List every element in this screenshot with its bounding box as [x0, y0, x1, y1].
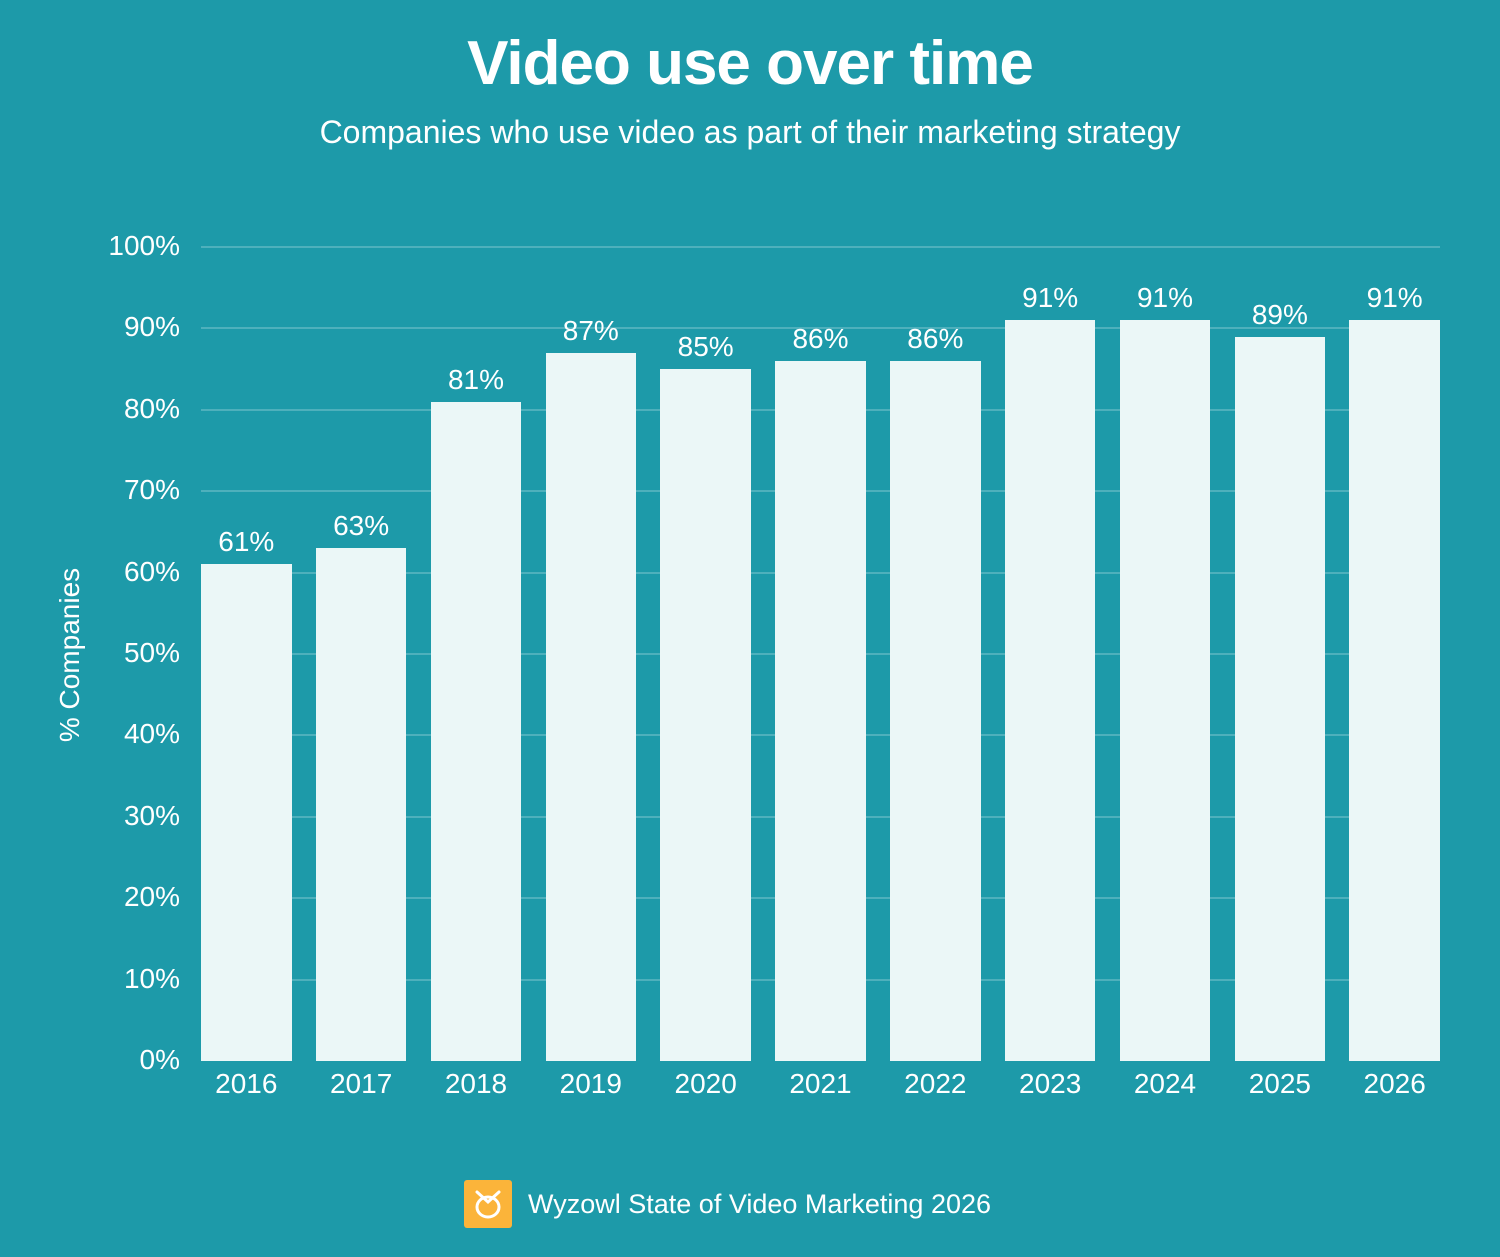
bar-2019 [545, 352, 637, 1061]
x-tick-label: 2021 [789, 1068, 852, 1099]
bar-2021 [775, 360, 866, 1061]
y-tick-label: 20% [123, 881, 180, 913]
y-tick-label: 40% [123, 718, 180, 750]
bar-2026 [1349, 320, 1440, 1061]
bar-2017 [315, 548, 407, 1061]
x-tick-label: 2017 [329, 1068, 393, 1099]
x-tick-label: 2023 [1019, 1068, 1082, 1099]
bar-value-label: 91% [1136, 282, 1194, 314]
x-tick-label: 2022 [904, 1068, 967, 1099]
plot-area [201, 246, 1440, 1061]
bar-value-label: 85% [677, 331, 734, 363]
y-tick-label: 50% [123, 637, 180, 668]
gridline [201, 327, 1440, 330]
y-tick-label: 90% [123, 311, 180, 343]
wyzowl-owl-logo-icon [464, 1180, 512, 1228]
bar-2022 [890, 360, 981, 1061]
bar-value-label: 91% [1366, 282, 1423, 314]
y-tick-label: 10% [123, 962, 180, 994]
bar-value-label: 86% [792, 322, 849, 354]
y-tick-label: 30% [123, 799, 180, 831]
bar-value-label: 81% [447, 363, 504, 395]
bar-2016 [201, 564, 292, 1061]
source-text: Wyzowl State of Video Marketing 2026 [528, 1188, 992, 1219]
x-tick-label: 2026 [1363, 1068, 1426, 1099]
bar-2024 [1119, 320, 1211, 1061]
chart-title: Video use over time [467, 29, 1034, 98]
bar-2020 [660, 369, 751, 1061]
bar-value-label: 63% [333, 510, 390, 542]
y-tick-label: 60% [123, 555, 180, 587]
x-tick-label: 2025 [1248, 1068, 1311, 1099]
bar-value-label: 86% [907, 322, 964, 354]
y-tick-label: 0% [139, 1044, 180, 1075]
bar-value-label: 91% [1022, 282, 1079, 314]
x-tick-label: 2020 [674, 1068, 737, 1099]
y-tick-label: 80% [123, 392, 180, 424]
x-tick-label: 2019 [559, 1068, 622, 1099]
y-tick-label: 70% [123, 474, 180, 506]
bar-value-label: 61% [218, 526, 275, 558]
bar-2025 [1234, 336, 1326, 1061]
gridline [201, 246, 1440, 248]
x-tick-label: 2024 [1133, 1068, 1197, 1099]
x-tick-label: 2016 [215, 1068, 278, 1099]
bar-value-label: 89% [1251, 298, 1308, 330]
bar-value-label: 87% [562, 314, 619, 346]
y-tick-label: 100% [108, 230, 180, 261]
chart-subtitle: Companies who use video as part of their… [319, 114, 1181, 150]
source-footer: Wyzowl State of Video Marketing 2026 [464, 1180, 991, 1228]
bar-2023 [1004, 320, 1096, 1061]
bar-2018 [430, 401, 522, 1061]
x-tick-label: 2018 [444, 1068, 508, 1099]
